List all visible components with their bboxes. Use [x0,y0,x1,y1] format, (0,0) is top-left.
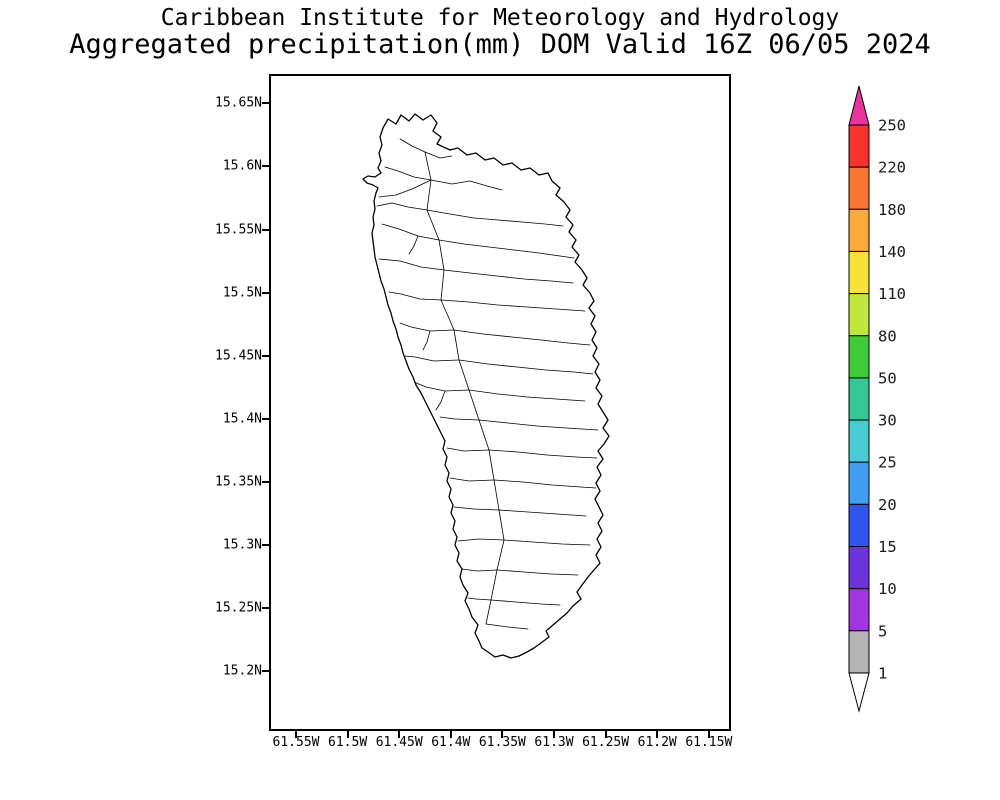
lon-tick-mark [501,730,504,738]
colorbar-level-label: 250 [878,117,906,135]
lat-tick-mark [262,102,270,105]
lat-tick-label: 15.55N [215,222,262,237]
lon-tick-label: 61.55W [272,735,320,750]
colorbar-level-label: 5 [878,622,887,640]
colorbar-level-label: 30 [878,412,897,430]
lon-tick-label: 61.25W [582,735,630,750]
colorbar-bottom-arrow [848,672,870,713]
colorbar: 250 220 180 140 110 80 50 30 25 20 15 10 5 1 [848,85,906,713]
colorbar-level-label: 80 [878,327,897,345]
lon-tick-mark [707,730,710,738]
lon-tick-mark [449,730,452,738]
watershed-boundaries [376,138,599,630]
lat-tick-label: 15.2N [222,663,262,679]
lat-tick-label: 15.5N [222,285,262,301]
lon-tick-label: 61.15W [685,735,733,750]
lon-tick-mark [346,730,349,738]
lat-tick-label: 15.45N [215,348,262,364]
lon-tick-label: 61.2W [637,735,677,750]
lat-tick-mark [262,606,270,609]
lat-tick-label: 15.25N [215,600,262,616]
lat-tick-mark [262,228,270,231]
colorbar-level-label: 110 [878,285,906,303]
colorbar-segment [848,461,870,505]
map-plot-svg [269,74,731,731]
colorbar-level-label: 10 [878,580,897,598]
colorbar-level-label: 20 [878,496,897,514]
colorbar-segment [848,588,870,632]
lon-tick-mark [295,730,297,738]
colorbar-level-label: 50 [878,369,897,387]
lat-tick-label: 15.6N [222,158,262,174]
lon-tick-label: 61.4W [431,735,471,750]
colorbar-segment [848,293,870,337]
colorbar-level-label: 220 [878,159,906,177]
lon-tick-mark [604,730,607,738]
colorbar-segment [848,630,870,674]
lon-tick-label: 61.3W [534,735,574,750]
colorbar-level-label: 1 [878,664,887,682]
lat-tick-mark [262,543,270,546]
lat-tick-label: 15.65N [215,95,262,111]
colorbar-segment [848,546,870,590]
lat-tick-label: 15.4N [222,411,262,427]
map-frame [269,74,731,731]
lat-tick-mark [262,354,270,357]
header-org-title: Caribbean Institute for Meteorology and … [160,5,840,31]
lat-tick-mark [262,291,270,294]
colorbar-segment [848,335,870,379]
lat-tick-label: 15.35N [215,474,262,490]
colorbar-segment [848,419,870,463]
colorbar-level-label: 140 [878,243,906,261]
page-title: Aggregated precipitation(mm) DOM Valid 1… [69,29,931,60]
colorbar-level-label: 25 [878,454,897,472]
lat-tick-mark [262,480,270,483]
lon-tick-label: 61.5W [328,735,368,750]
lon-tick-mark [656,730,659,738]
lon-tick-mark [553,730,555,738]
colorbar-segment [848,124,870,168]
lat-tick-mark [262,669,270,672]
lat-tick-mark [262,165,270,168]
lon-tick-label: 61.45W [375,735,423,750]
dominica-coastline [362,113,610,659]
colorbar-level-label: 15 [878,538,897,556]
colorbar-top-arrow [848,85,870,126]
colorbar-segment [848,208,870,252]
colorbar-segment [848,503,870,548]
colorbar-segment [848,166,870,210]
lat-tick-label: 15.3N [222,537,262,553]
lat-tick-mark [262,417,270,420]
colorbar-level-label: 180 [878,201,906,219]
colorbar-segment [848,250,870,295]
lon-tick-mark [398,730,401,738]
lon-tick-label: 61.35W [478,735,526,750]
colorbar-segment [848,377,870,421]
